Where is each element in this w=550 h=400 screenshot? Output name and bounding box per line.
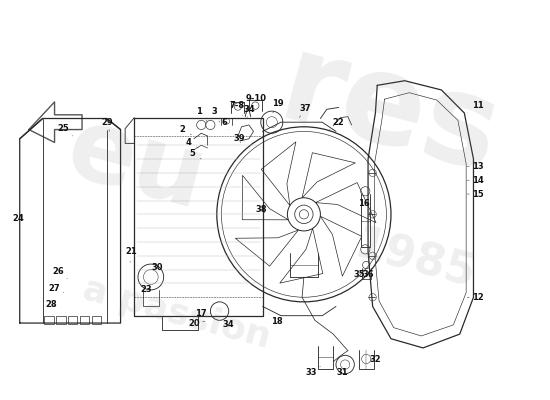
Text: 13: 13 bbox=[467, 162, 484, 171]
Text: 2: 2 bbox=[179, 125, 191, 135]
Text: 22: 22 bbox=[329, 118, 345, 130]
Text: 30: 30 bbox=[151, 263, 163, 272]
Text: 24: 24 bbox=[12, 214, 24, 224]
Text: 17: 17 bbox=[195, 309, 211, 318]
Text: a passion: a passion bbox=[79, 272, 274, 355]
Text: 39: 39 bbox=[233, 134, 245, 143]
Text: 26: 26 bbox=[52, 267, 68, 279]
Text: 32: 32 bbox=[370, 356, 381, 364]
Text: 18: 18 bbox=[269, 314, 282, 326]
Text: 19: 19 bbox=[272, 99, 284, 113]
Text: 1985: 1985 bbox=[350, 224, 480, 297]
Text: 25: 25 bbox=[58, 124, 73, 136]
Text: 34: 34 bbox=[243, 105, 255, 118]
Text: 9-10: 9-10 bbox=[246, 94, 267, 108]
Bar bbox=[45, 316, 54, 324]
Text: 35: 35 bbox=[353, 270, 365, 279]
Text: 4: 4 bbox=[185, 138, 199, 148]
Text: 14: 14 bbox=[467, 176, 484, 185]
Text: 1: 1 bbox=[196, 107, 208, 122]
Text: 38: 38 bbox=[255, 205, 267, 214]
Bar bbox=[57, 316, 65, 324]
Text: 27: 27 bbox=[49, 284, 64, 293]
Text: 23: 23 bbox=[140, 285, 152, 294]
Text: 31: 31 bbox=[337, 368, 348, 377]
Bar bbox=[68, 316, 78, 324]
Text: 16: 16 bbox=[358, 199, 370, 214]
Bar bbox=[92, 316, 101, 324]
Text: 3: 3 bbox=[211, 107, 219, 122]
Text: res: res bbox=[267, 25, 512, 199]
Text: 37: 37 bbox=[299, 104, 311, 118]
Text: 7-8: 7-8 bbox=[229, 101, 245, 116]
Text: 21: 21 bbox=[126, 247, 138, 262]
Text: 20: 20 bbox=[188, 318, 205, 328]
Text: 6: 6 bbox=[221, 118, 229, 130]
Text: 12: 12 bbox=[467, 293, 484, 302]
Text: 36: 36 bbox=[362, 270, 374, 279]
Bar bbox=[80, 316, 90, 324]
Text: 15: 15 bbox=[467, 190, 484, 198]
Text: 34: 34 bbox=[223, 316, 234, 329]
Text: 5: 5 bbox=[189, 149, 201, 159]
Text: 11: 11 bbox=[467, 101, 484, 113]
Text: eu: eu bbox=[57, 101, 216, 231]
Text: 29: 29 bbox=[101, 118, 113, 132]
Text: 33: 33 bbox=[305, 366, 321, 377]
Text: 28: 28 bbox=[45, 300, 57, 309]
